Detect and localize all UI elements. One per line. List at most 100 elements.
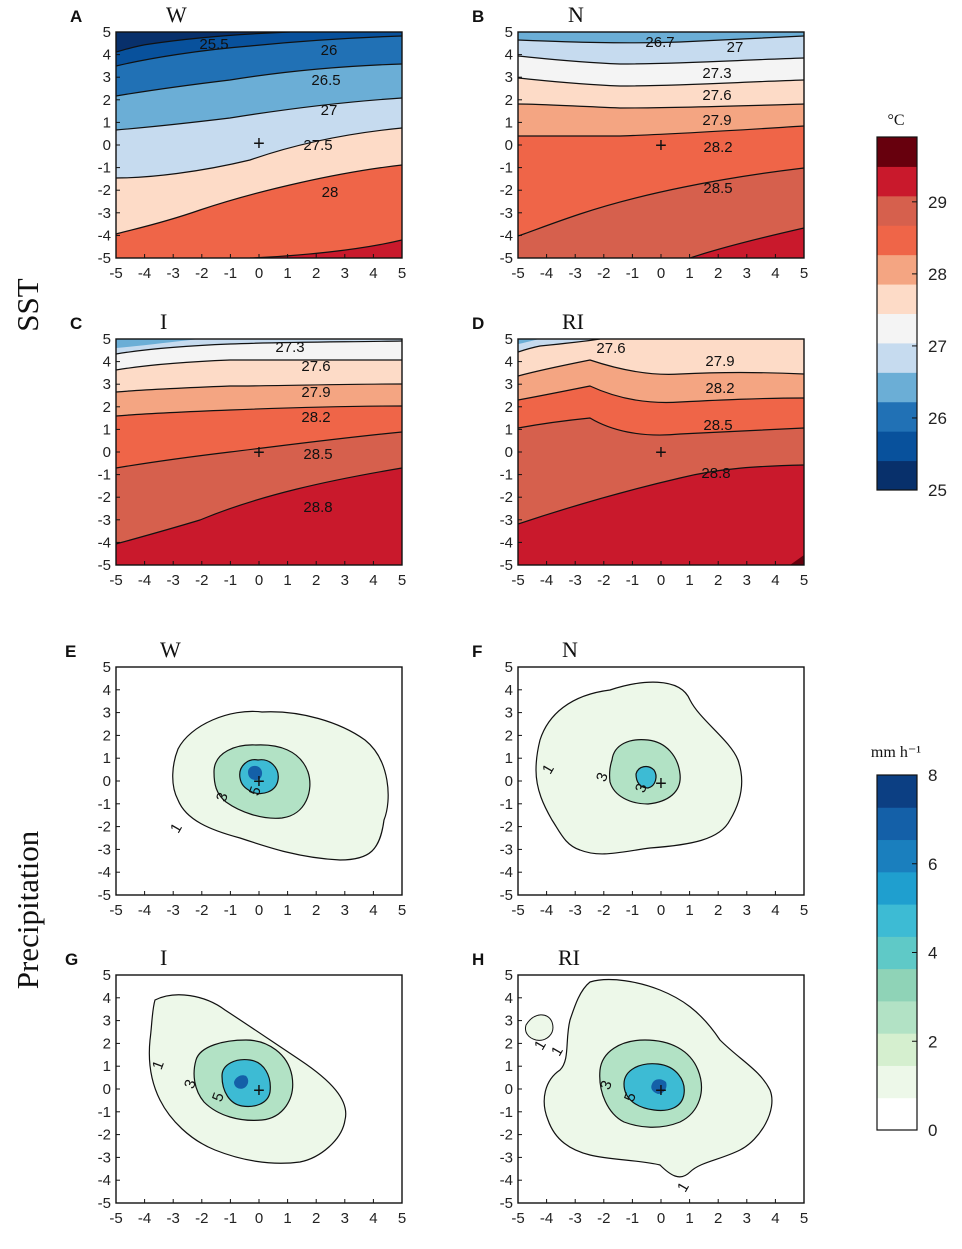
x-tick-label: 1: [283, 572, 291, 589]
contour-label: 27.9: [301, 384, 330, 401]
y-tick-label: 0: [505, 773, 513, 790]
contour-label: 26.7: [645, 34, 674, 51]
y-tick-label: 3: [103, 705, 111, 722]
x-tick-label: -5: [511, 902, 524, 919]
contour-label: 27: [321, 102, 338, 119]
y-tick-label: 5: [103, 24, 111, 41]
colorbar-tick-label: 0: [928, 1121, 937, 1140]
y-tick-label: 1: [505, 421, 513, 438]
contour-label: 27.3: [702, 65, 731, 82]
x-tick-label: 0: [255, 265, 263, 282]
x-tick-label: -2: [195, 265, 208, 282]
x-tick-label: -3: [167, 1210, 180, 1227]
x-tick-label: 2: [312, 265, 320, 282]
panel-d-contours: [518, 339, 804, 565]
x-tick-label: 1: [283, 265, 291, 282]
x-tick-label: 0: [657, 572, 665, 589]
panel-letter: C: [70, 314, 82, 333]
x-tick-label: 5: [398, 1210, 406, 1227]
y-tick-label: -3: [500, 205, 513, 222]
y-tick-label: -1: [98, 1104, 111, 1121]
colorbar-swatch: [877, 904, 917, 937]
x-tick-label: 2: [312, 902, 320, 919]
y-tick-label: -4: [500, 864, 513, 881]
y-tick-label: -5: [98, 1195, 111, 1212]
x-tick-label: 0: [255, 902, 263, 919]
colorbar-swatch: [877, 1097, 917, 1131]
panel-titles: A W B N C I D RI E W F N G I H RI: [65, 2, 584, 970]
y-tick-label: -1: [98, 160, 111, 177]
y-tick-label: 2: [103, 727, 111, 744]
y-tick-label: -2: [500, 182, 513, 199]
y-tick-label: 0: [103, 444, 111, 461]
y-tick-label: -5: [500, 250, 513, 267]
center-plus-marker-c: +: [253, 442, 265, 464]
x-tick-label: 2: [714, 1210, 722, 1227]
y-tick-label: 3: [505, 1013, 513, 1030]
panel-a: + 25.5 26 26.5 27 27.5 28: [115, 31, 403, 259]
panel-c-contours: [116, 339, 402, 565]
x-tick-label: -5: [109, 902, 122, 919]
y-tick-label: -1: [500, 467, 513, 484]
x-tick-label: -2: [195, 902, 208, 919]
y-tick-label: -3: [98, 841, 111, 858]
x-tick-label: 2: [714, 572, 722, 589]
x-tick-label: 3: [341, 902, 349, 919]
y-tick-label: 0: [505, 1081, 513, 1098]
panel-title: W: [166, 2, 187, 27]
x-tick-label: -4: [540, 265, 553, 282]
contour-label: 28: [322, 184, 339, 201]
y-tick-label: 1: [505, 750, 513, 767]
y-tick-label: 2: [505, 92, 513, 109]
precip-colorbar: mm h⁻¹ 0 2 4 6 8: [871, 744, 938, 1140]
y-tick-label: 0: [103, 137, 111, 154]
panel-letter: B: [472, 7, 484, 26]
contour-label: 28.5: [303, 446, 332, 463]
x-tick-label: 1: [685, 572, 693, 589]
y-tick-label: -5: [500, 887, 513, 904]
y-tick-label: 1: [505, 114, 513, 131]
x-tick-label: -4: [138, 1210, 151, 1227]
y-tick-label: 4: [103, 990, 111, 1007]
panel-a-contours: [116, 32, 402, 258]
x-tick-label: 4: [369, 572, 377, 589]
y-tick-label: -3: [98, 1149, 111, 1166]
y-tick-label: -5: [98, 250, 111, 267]
colorbar-swatch: [877, 936, 917, 970]
colorbar-swatch: [877, 1000, 917, 1034]
x-tick-label: 1: [283, 1210, 291, 1227]
contour-labels-a: 25.5 26 26.5 27 27.5 28: [199, 36, 340, 201]
contour-label: 27.9: [705, 353, 734, 370]
x-tick-label: 0: [657, 265, 665, 282]
x-tick-label: -2: [597, 572, 610, 589]
x-tick-label: -4: [540, 902, 553, 919]
x-tick-label: 2: [312, 572, 320, 589]
x-tick-label: 4: [369, 902, 377, 919]
contour-label: 28.8: [303, 499, 332, 516]
contour-label: 28.2: [703, 139, 732, 156]
colorbar-tick-label: 28: [928, 265, 947, 284]
panel-d: + 27.6 27.9 28.2 28.5 28.8: [517, 338, 805, 566]
y-tick-label: -3: [500, 841, 513, 858]
y-tick-label: -2: [500, 819, 513, 836]
y-tick-label: -1: [98, 796, 111, 813]
colorbar-tick-label: 2: [928, 1032, 937, 1051]
sst-colorbar: °C 25 26 27 28 29: [876, 112, 947, 500]
x-tick-label: 0: [657, 902, 665, 919]
y-tick-label: 1: [103, 1058, 111, 1075]
x-tick-label: 0: [657, 1210, 665, 1227]
panel-letter: H: [472, 950, 484, 969]
contour-label: 27: [727, 39, 744, 56]
colorbar-swatch: [877, 195, 917, 226]
precip-colorbar-swatches: [877, 775, 917, 1131]
colorbar-swatch: [877, 1065, 917, 1099]
contour-label: 28.2: [705, 380, 734, 397]
x-tick-label: -4: [540, 572, 553, 589]
panel-letter: A: [70, 7, 82, 26]
row-label-sst: SST: [10, 278, 45, 331]
x-tick-label: -5: [511, 265, 524, 282]
panel-b: + 26.7 27 27.3 27.6 27.9 28.2 28.5: [517, 31, 805, 259]
panel-title: N: [562, 637, 578, 662]
